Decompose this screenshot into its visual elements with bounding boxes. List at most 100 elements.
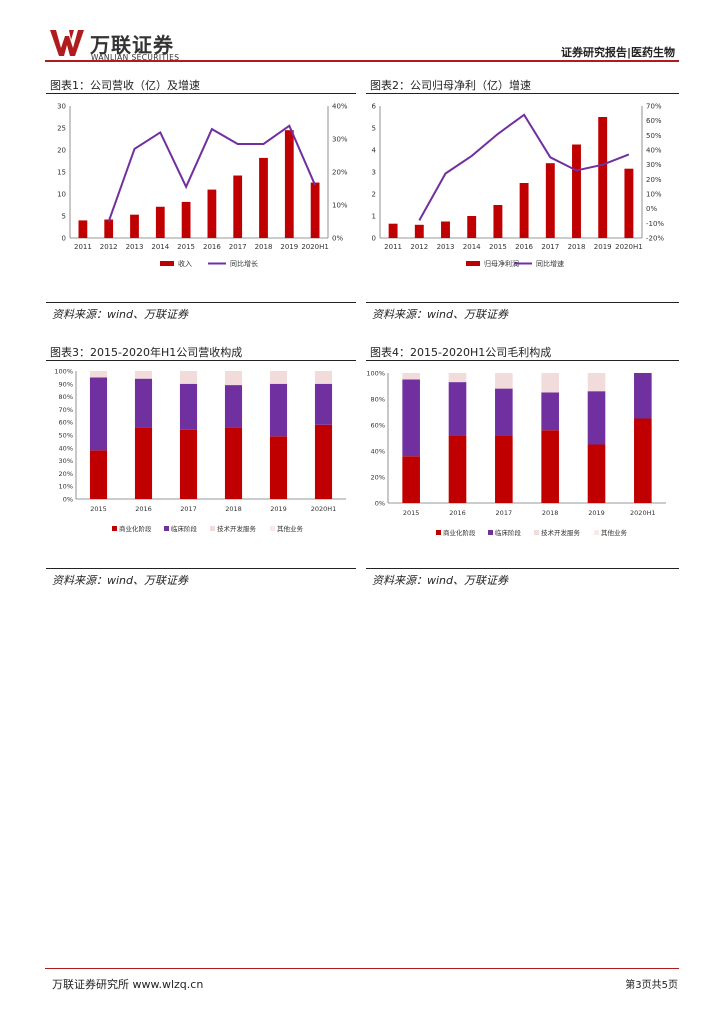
x-tick-label: 2015 (489, 243, 507, 251)
x-tick-label: 2017 (180, 505, 197, 513)
y-tick-label-left: 0 (62, 235, 66, 243)
y-tick-label: 60% (59, 419, 73, 427)
stacked-bar-segment (269, 436, 288, 499)
bar (441, 221, 450, 238)
x-tick-label: 2017 (541, 243, 559, 251)
page-number: 第3页共5页 (625, 980, 678, 991)
stacked-bar-segment (634, 418, 652, 503)
figure-3: 图表3：2015-2020年H1公司营收构成 0% 10% 20% 30% 40% 50%… (46, 343, 356, 593)
bar (519, 183, 529, 238)
legend-label: 归母净利润 (484, 259, 519, 268)
y-tick-label-left: 5 (372, 125, 376, 133)
bar (130, 214, 139, 238)
y-tick-label-left: 25 (57, 125, 66, 133)
bar (493, 205, 503, 238)
legend-label: 临床阶段 (495, 528, 522, 537)
stacked-bar-segment (634, 373, 652, 419)
stacked-bar-segment (179, 371, 198, 384)
y-tick-label-left: 4 (372, 147, 377, 155)
y-tick-label-right: 50% (646, 132, 662, 140)
gross-profit-composition-chart: 0% 20% 40% 60% 80% 100% 2015 2016 2017 2018 2019 20… (366, 370, 666, 537)
x-tick-label: 2019 (280, 243, 298, 251)
stacked-bar-segment (134, 371, 153, 379)
y-tick-label-right: 70% (646, 103, 662, 111)
stacked-bar-segment (587, 391, 606, 445)
x-tick-label: 2017 (496, 509, 513, 517)
brand-name-en: WANLIAN SECURITIES (91, 53, 180, 62)
y-tick-label-right: 40% (646, 147, 662, 155)
y-tick-label-right: 10% (332, 202, 348, 210)
bar (624, 168, 634, 238)
legend-label: 其他业务 (277, 524, 304, 533)
figure-source: 资料来源：wind、万联证券 (372, 308, 509, 321)
title-rule (366, 93, 679, 94)
growth-line (107, 124, 317, 222)
x-tick-label: 2011 (384, 243, 402, 251)
y-tick-label-left: 10 (57, 191, 66, 199)
y-tick-label-right: 30% (332, 136, 348, 144)
x-tick-label: 2011 (74, 243, 92, 251)
y-tick-label: 20% (59, 470, 73, 478)
bar (467, 216, 477, 238)
stacked-bar-segment (448, 373, 467, 383)
x-tick-label: 2015 (403, 509, 420, 517)
x-tick-label: 2012 (100, 243, 118, 251)
y-tick-label-left: 15 (57, 169, 66, 177)
x-tick-label: 2013 (126, 243, 144, 251)
stacked-bar-segment (314, 383, 333, 425)
legend-label: 收入 (178, 259, 192, 268)
stacked-bar-segment (89, 377, 108, 451)
y-tick-label: 80% (371, 396, 385, 404)
y-tick-label-right: -20% (646, 235, 664, 243)
x-tick-label: 2015 (90, 505, 107, 513)
source-rule (46, 568, 356, 569)
x-tick-label: 2013 (437, 243, 455, 251)
page-header: 万联证券 WANLIAN SECURITIES 证券研究报告|医药生物 (0, 0, 724, 62)
stacked-bar-segment (402, 456, 420, 503)
stacked-bar-segment (587, 373, 606, 392)
x-tick-label: 2014 (463, 243, 481, 251)
y-tick-label-right: 10% (646, 191, 662, 199)
stacked-bar-segment (448, 435, 467, 503)
company-logo: 万联证券 WANLIAN SECURITIES (50, 28, 195, 64)
figure-2: 图表2：公司归母净利（亿）增速 0 1 2 3 4 5 6 -20% -10% 0% 10% 20% 3… (366, 76, 679, 326)
stacked-bar-segment (314, 424, 333, 499)
y-tick-label-right: -10% (646, 220, 664, 228)
legend-label: 技术开发服务 (541, 528, 581, 537)
stacked-bar-segment (134, 427, 153, 499)
stacked-bar-segment (541, 373, 559, 393)
y-tick-label: 10% (59, 483, 73, 491)
legend-swatch (160, 261, 174, 266)
y-tick-label: 20% (371, 474, 385, 482)
legend-swatch (112, 526, 117, 531)
figure-source: 资料来源：wind、万联证券 (52, 308, 189, 321)
x-tick-label: 2018 (225, 505, 242, 513)
stacked-bar-segment (89, 371, 108, 378)
x-tick-label: 2018 (542, 509, 559, 517)
x-tick-label: 2016 (515, 243, 533, 251)
x-tick-label: 2018 (255, 243, 273, 251)
y-tick-label-right: 60% (646, 117, 662, 125)
stacked-bar-segment (402, 373, 420, 380)
x-tick-label: 2020H1 (630, 509, 656, 517)
source-rule (366, 302, 679, 303)
y-tick-label: 40% (371, 448, 385, 456)
stacked-bar-segment (179, 429, 198, 499)
legend-swatch (534, 530, 539, 535)
figure-title: 图表1：公司营收（亿）及增速 (50, 79, 200, 92)
growth-line (418, 113, 630, 221)
y-tick-label-right: 20% (332, 169, 348, 177)
legend-swatch (164, 526, 169, 531)
header-rule (45, 60, 679, 62)
legend-swatch (270, 526, 275, 531)
x-tick-label: 2016 (203, 243, 221, 251)
legend-label: 技术开发服务 (217, 524, 257, 533)
legend-label: 商业化阶段 (443, 528, 476, 537)
source-rule (46, 302, 356, 303)
wanlian-logo-icon (50, 30, 84, 56)
y-tick-label: 70% (59, 406, 73, 414)
y-tick-label: 0% (63, 496, 73, 504)
y-tick-label: 40% (59, 444, 73, 452)
y-tick-label-left: 5 (62, 213, 66, 221)
stacked-bar-segment (495, 435, 513, 503)
